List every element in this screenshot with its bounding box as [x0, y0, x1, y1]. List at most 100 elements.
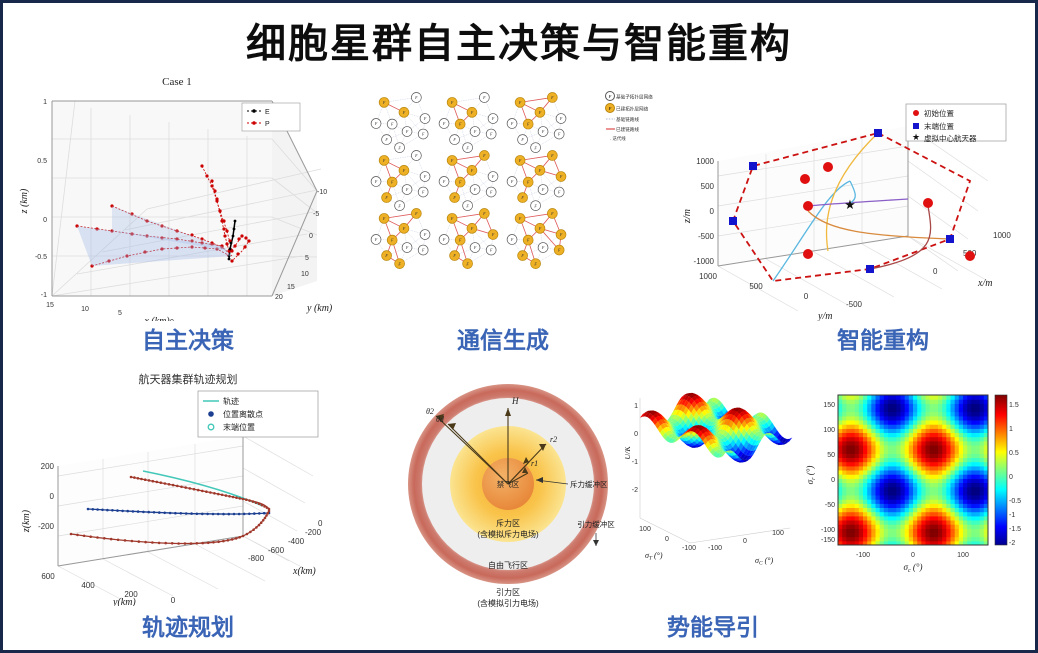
- svg-text:0: 0: [831, 477, 835, 484]
- svg-text:F: F: [414, 153, 418, 158]
- svg-text:F: F: [470, 110, 474, 115]
- svg-text:F: F: [450, 100, 454, 105]
- svg-text:F: F: [608, 106, 612, 111]
- svg-text:F: F: [541, 187, 545, 192]
- svg-text:F: F: [482, 153, 486, 158]
- svg-text:F: F: [526, 180, 530, 185]
- svg-text:F: F: [559, 116, 563, 121]
- svg-text:F: F: [608, 94, 612, 99]
- svg-text:F: F: [397, 145, 401, 150]
- svg-text:z (km): z (km): [19, 188, 30, 214]
- svg-text:F: F: [533, 203, 537, 208]
- svg-text:F: F: [465, 145, 469, 150]
- svg-text:F: F: [414, 95, 418, 100]
- svg-text:F: F: [390, 122, 394, 127]
- svg-text:-0.5: -0.5: [1009, 498, 1021, 505]
- svg-text:航天器集群轨迹规划: 航天器集群轨迹规划: [139, 372, 238, 386]
- svg-text:0.5: 0.5: [1009, 450, 1019, 457]
- svg-text:-1: -1: [41, 292, 47, 299]
- svg-text:1.5: 1.5: [1009, 402, 1019, 409]
- svg-text:F: F: [541, 245, 545, 250]
- svg-text:x/m: x/m: [977, 278, 992, 289]
- svg-text:F: F: [533, 261, 537, 266]
- svg-text:r1: r1: [531, 459, 538, 468]
- svg-text:F: F: [557, 190, 561, 195]
- svg-text:F: F: [538, 110, 542, 115]
- svg-text:-1: -1: [632, 459, 638, 466]
- svg-text:F: F: [533, 145, 537, 150]
- svg-text:0: 0: [43, 217, 47, 224]
- svg-text:禁飞区: 禁飞区: [497, 480, 520, 489]
- svg-text:. 迭代线: . 迭代线: [610, 135, 626, 142]
- svg-text:F: F: [402, 110, 406, 115]
- svg-text:0: 0: [804, 292, 809, 301]
- svg-text:σr (°): σr (°): [805, 466, 817, 485]
- svg-text:F: F: [452, 253, 456, 258]
- svg-text:F: F: [384, 253, 388, 258]
- svg-text:F: F: [397, 261, 401, 266]
- svg-text:末端位置: 末端位置: [223, 422, 255, 432]
- svg-text:-0.5: -0.5: [35, 254, 47, 261]
- svg-text:F: F: [397, 203, 401, 208]
- svg-text:F: F: [559, 232, 563, 237]
- svg-text:已建拓扑层网络: 已建拓扑层网络: [616, 106, 649, 113]
- svg-text:r2: r2: [550, 435, 557, 444]
- svg-text:F: F: [557, 248, 561, 253]
- svg-text:σC (°): σC (°): [755, 556, 773, 567]
- svg-text:F: F: [465, 261, 469, 266]
- svg-text:F: F: [482, 95, 486, 100]
- svg-text:虚拟中心航天器: 虚拟中心航天器: [924, 133, 977, 143]
- svg-text:F: F: [442, 121, 446, 126]
- svg-text:100: 100: [823, 427, 835, 434]
- svg-text:σT (°): σT (°): [645, 551, 663, 562]
- svg-text:F: F: [491, 232, 495, 237]
- svg-text:F: F: [473, 129, 477, 134]
- svg-text:F: F: [538, 168, 542, 173]
- svg-text:H: H: [511, 396, 519, 406]
- svg-text:★: ★: [844, 197, 856, 212]
- svg-text:F: F: [390, 180, 394, 185]
- svg-text:F: F: [518, 216, 522, 221]
- svg-text:0: 0: [50, 492, 55, 501]
- svg-text:F: F: [520, 137, 524, 142]
- svg-text:Case 1: Case 1: [162, 76, 192, 88]
- svg-text:5: 5: [305, 255, 309, 262]
- svg-text:引力区: 引力区: [496, 587, 520, 597]
- svg-text:P: P: [265, 121, 270, 128]
- svg-text:自由飞行区: 自由飞行区: [488, 560, 528, 570]
- svg-text:F: F: [421, 132, 425, 137]
- svg-text:0: 0: [743, 538, 747, 545]
- svg-text:F: F: [450, 216, 454, 221]
- svg-text:y/m: y/m: [817, 311, 832, 321]
- svg-text:F: F: [473, 245, 477, 250]
- svg-text:0: 0: [171, 596, 176, 605]
- svg-text:0.5: 0.5: [37, 158, 47, 165]
- svg-text:100: 100: [772, 530, 784, 537]
- svg-text:F: F: [405, 187, 409, 192]
- svg-text:F: F: [520, 253, 524, 258]
- svg-text:F: F: [423, 116, 427, 121]
- svg-text:F: F: [526, 122, 530, 127]
- svg-text:-800: -800: [248, 554, 265, 563]
- svg-text:20: 20: [275, 294, 283, 301]
- svg-text:-400: -400: [288, 537, 305, 546]
- svg-text:F: F: [374, 179, 378, 184]
- svg-text:-200: -200: [305, 528, 322, 537]
- svg-text:轨迹: 轨迹: [223, 396, 239, 406]
- svg-text:0: 0: [309, 233, 313, 240]
- svg-text:-1000: -1000: [694, 257, 715, 266]
- svg-text:F: F: [442, 237, 446, 242]
- svg-text:U/K: U/K: [625, 446, 632, 460]
- svg-text:F: F: [402, 168, 406, 173]
- svg-text:F: F: [452, 195, 456, 200]
- svg-text:F: F: [510, 237, 514, 242]
- svg-text:F: F: [452, 137, 456, 142]
- svg-text:F: F: [374, 121, 378, 126]
- svg-text:y(km): y(km): [112, 597, 136, 606]
- svg-text:斥力缓冲区: 斥力缓冲区: [570, 479, 608, 489]
- svg-text:0: 0: [933, 267, 938, 276]
- svg-text:5: 5: [118, 310, 122, 317]
- svg-text:F: F: [489, 132, 493, 137]
- svg-text:F: F: [541, 129, 545, 134]
- svg-text:100: 100: [957, 552, 969, 559]
